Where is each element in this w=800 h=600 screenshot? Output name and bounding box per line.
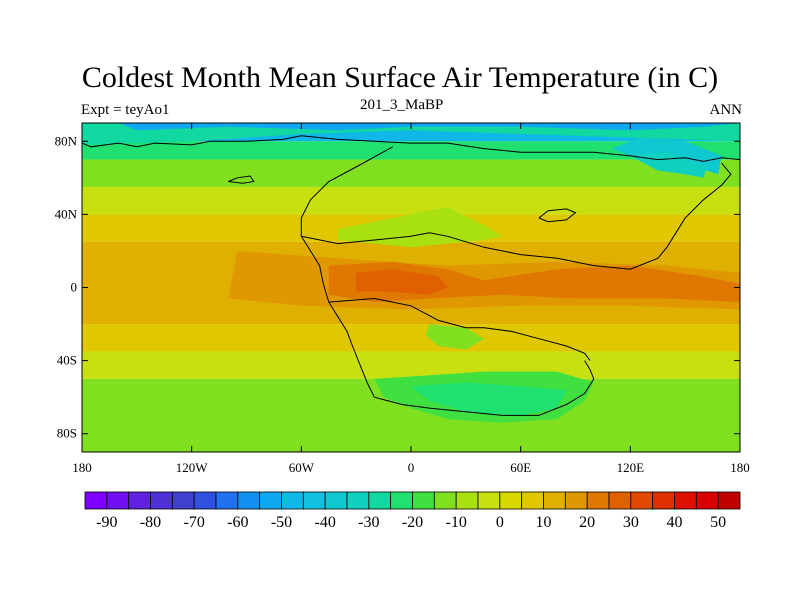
colorbar-swatch-23: [586, 491, 610, 510]
colorbar-label-11: 20: [579, 514, 595, 531]
x-tick-label-1: 120W: [176, 460, 209, 475]
period-label: 201_3_MaBP: [360, 97, 444, 113]
y-tick-label-1: 40N: [55, 206, 78, 221]
colorbar-swatch-7: [237, 491, 261, 510]
colorbar-swatch-13: [368, 491, 392, 510]
colorbar-label-0: -90: [96, 514, 117, 531]
colorbar-swatch-16: [433, 491, 457, 510]
y-tick-label-4: 80S: [57, 426, 77, 441]
x-tick-label-3: 0: [408, 460, 415, 475]
colorbar-label-1: -80: [140, 514, 161, 531]
colorbar-swatch-4: [171, 491, 195, 510]
temperature-band-3: [82, 186, 740, 215]
coastline-inland-sea: [538, 208, 577, 223]
x-tick-label-2: 60W: [289, 460, 315, 475]
y-tick-label-0: 80N: [55, 133, 78, 148]
temperature-region-1: [118, 123, 740, 131]
temperature-region-6: [356, 269, 448, 295]
coastline-tethys-north: [301, 162, 732, 270]
coastline-island-arc: [228, 175, 255, 184]
colorbar-swatch-19: [499, 491, 523, 510]
x-tick-label-5: 120E: [617, 460, 645, 475]
x-tick-label-6: 180: [730, 460, 750, 475]
colorbar-swatch-26: [652, 491, 675, 510]
colorbar: -90 -80 -70 -60 -50 -40 -30 -20 -10 0 10 20 30 40 50: [84, 491, 741, 531]
colorbar-label-12: 30: [623, 514, 639, 531]
colorbar-swatch-18: [477, 491, 501, 510]
colorbar-swatch-9: [281, 491, 304, 510]
colorbar-swatch-14: [390, 491, 413, 510]
colorbar-swatch-6: [215, 491, 239, 510]
colorbar-swatch-15: [412, 491, 435, 510]
colorbar-swatch-1: [106, 491, 130, 510]
colorbar-swatch-17: [455, 491, 479, 510]
colorbar-label-5: -40: [315, 514, 336, 531]
temperature-band-7: [82, 351, 740, 379]
colorbar-label-9: 0: [496, 514, 504, 531]
coastline-north-coast: [82, 135, 740, 162]
x-tick-label-0: 180: [72, 460, 92, 475]
colorbar-swatch-22: [564, 491, 588, 510]
y-tick-label-2: 0: [71, 280, 78, 295]
colorbar-swatch-21: [543, 491, 566, 510]
colorbar-swatch-20: [521, 491, 544, 510]
colorbar-swatch-10: [302, 491, 326, 510]
colorbar-label-13: 40: [667, 514, 683, 531]
colorbar-swatch-12: [346, 491, 370, 510]
temperature-band-6: [82, 324, 740, 352]
y-tick-label-3: 40S: [57, 353, 77, 368]
colorbar-label-7: -20: [402, 514, 423, 531]
colorbar-swatch-0: [84, 491, 108, 510]
temperature-region-9: [411, 382, 567, 416]
colorbar-label-4: -50: [271, 514, 292, 531]
colorbar-swatch-8: [259, 491, 282, 510]
colorbar-label-2: -70: [184, 514, 205, 531]
temperature-band-1: [82, 141, 740, 160]
temperature-region-7: [337, 207, 503, 248]
colorbar-swatch-24: [608, 491, 632, 510]
coastline-tethys-south: [328, 297, 591, 361]
colorbar-label-6: -30: [358, 514, 379, 531]
axis-ticks: 180 120W 60W 0 60E 120E 180 80N 40N 0 40S 80S: [55, 123, 750, 475]
coastline-south-coast: [374, 360, 595, 416]
x-tick-label-4: 60E: [510, 460, 531, 475]
colorbar-swatch-5: [193, 491, 217, 510]
map-title: Coldest Month Mean Surface Air Temperatu…: [81, 61, 719, 94]
colorbar-label-8: -10: [446, 514, 467, 531]
colorbar-swatch-2: [128, 491, 151, 510]
temperature-field: [82, 123, 740, 452]
colorbar-swatch-28: [695, 491, 719, 510]
colorbar-label-3: -60: [227, 514, 248, 531]
season-label: ANN: [709, 102, 743, 118]
colorbar-swatch-27: [674, 491, 697, 510]
colorbar-swatch-25: [630, 491, 654, 510]
colorbar-label-10: 10: [536, 514, 552, 531]
colorbar-swatch-11: [324, 491, 348, 510]
colorbar-swatch-3: [150, 491, 173, 510]
temperature-region-10: [425, 324, 485, 350]
coastlines: [82, 135, 740, 416]
colorbar-swatch-29: [717, 491, 741, 510]
temperature-band-2: [82, 159, 740, 187]
coastline-western-margin: [300, 146, 393, 398]
colorbar-label-14: 50: [710, 514, 726, 531]
experiment-label: Expt = teyAo1: [81, 102, 170, 118]
